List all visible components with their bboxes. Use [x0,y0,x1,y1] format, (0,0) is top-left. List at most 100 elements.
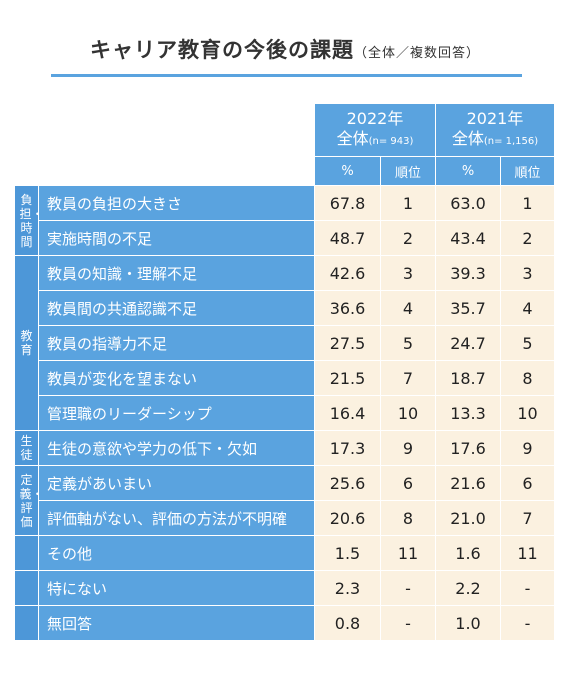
row-item-label: 評価軸がない、評価の方法が不明確 [38,500,315,536]
row-rank-2021: 5 [500,325,555,361]
row-pct-2022: 25.6 [314,465,381,501]
table-row: 教育 教員の知識・理解不足 42.6 3 39.3 3 [14,255,555,431]
table-body: 負担・時間 教員の負担の大きさ 67.8 1 63.0 1 実施時間の不足 48.7 2 43.4… [14,185,555,641]
row-rank-2022: - [380,605,436,641]
row-rank-2022: 9 [380,430,436,466]
row-rank-2022: 4 [380,290,436,326]
row-item-label: 教員が変化を望まない [38,360,315,396]
header-2021-n: (n= 1,156) [483,135,539,147]
table-row: 定義・評価 定義があいまい 25.6 6 21.6 6 [14,465,555,536]
table-row: 教員間の共通認識不足 36.6 4 35.7 4 [15,290,555,326]
row-rank-2022: 7 [380,360,436,396]
chart-title: キャリア教育の今後の課題（全体／複数回答） [0,34,570,64]
row-pct-2021: 13.3 [435,395,501,431]
table-row: 実施時間の不足 48.7 2 43.4 2 [15,220,555,256]
row-rank-2021: - [500,570,555,606]
row-pct-2021: 35.7 [435,290,501,326]
row-item-label: 教員間の共通認識不足 [38,290,315,326]
header-rank-2022: 順位 [380,156,436,186]
header-rank-2021: 順位 [500,156,555,186]
header-2021-sub: 全体 [451,128,484,148]
row-rank-2022: 2 [380,220,436,256]
table-row: 特にない 2.3-2.2- [14,570,555,606]
row-rank-2021: - [500,605,555,641]
group-label-text: 負担・時間 [19,192,44,249]
header-blank-2 [14,156,315,186]
row-rank-2022: 6 [380,465,436,501]
row-pct-2021: 39.3 [435,255,501,291]
row-item-label: その他 [38,535,315,571]
row-pct-2021: 18.7 [435,360,501,396]
row-pct-2022: 20.6 [314,500,381,536]
row-item-label: 管理職のリーダーシップ [38,395,315,431]
header-2022: 2022年 全体(n= 943) [314,103,436,157]
header-2022-n: (n= 943) [368,135,414,147]
row-rank-2021: 7 [500,500,555,536]
group-label-text: 定義・評価 [19,472,44,529]
table-row: 負担・時間 教員の負担の大きさ 67.8 1 63.0 1 [14,185,555,256]
row-pct-2021: 2.2 [435,570,501,606]
header-pct-2022: % [314,156,381,186]
table-row: 管理職のリーダーシップ 16.4 10 13.3 10 [15,395,555,431]
table-row: 教員の指導力不足 27.5 5 24.7 5 [15,325,555,361]
row-pct-2022: 42.6 [314,255,381,291]
row-pct-2022: 17.3 [314,430,381,466]
row-rank-2022: 11 [380,535,436,571]
row-rank-2022: 5 [380,325,436,361]
row-pct-2022: 27.5 [314,325,381,361]
row-rank-2021: 9 [500,430,555,466]
row-pct-2022: 36.6 [314,290,381,326]
row-pct-2021: 17.6 [435,430,501,466]
row-rank-2022: 3 [380,255,436,291]
group-label: 生徒 [14,430,39,466]
table-row: その他 1.5 11 1.6 11 [14,535,555,571]
header-pct-2021: % [435,156,501,186]
row-rank-2022: - [380,570,436,606]
group-label [14,570,39,606]
title-underline [51,74,522,77]
row-pct-2022: 48.7 [314,220,381,256]
row-rank-2021: 10 [500,395,555,431]
title-note: （全体／複数回答） [353,46,480,61]
row-pct-2021: 1.0 [435,605,501,641]
group-label: 負担・時間 [14,185,44,256]
row-item-label: 定義があいまい [38,465,315,501]
row-rank-2021: 4 [500,290,555,326]
header-2021-year: 2021年 [466,108,524,128]
row-pct-2022: 16.4 [314,395,381,431]
row-pct-2022: 21.5 [314,360,381,396]
group-label: 教育 [14,255,39,431]
row-rank-2021: 3 [500,255,555,291]
row-rank-2022: 8 [380,500,436,536]
row-item-label: 無回答 [38,605,315,641]
results-table: 2022年 全体(n= 943) 2021年 全体(n= 1,156) % 順位… [14,103,555,641]
header-2022-sub: 全体 [336,128,369,148]
row-pct-2022: 1.5 [314,535,381,571]
row-pct-2022: 67.8 [314,185,381,221]
header-2022-year: 2022年 [346,108,404,128]
row-item-label: 教員の指導力不足 [38,325,315,361]
header-2021: 2021年 全体(n= 1,156) [435,103,555,157]
table-row: 生徒 生徒の意欲や学力の低下・欠如 17.3 9 17.6 9 [14,430,555,466]
group-label-text: 教育 [20,329,33,357]
row-rank-2021: 2 [500,220,555,256]
table-row: 教員が変化を望まない 21.5 7 18.7 8 [15,360,555,396]
group-label: 定義・評価 [14,465,44,536]
row-rank-2022: 1 [380,185,436,221]
group-label [14,535,39,571]
header-blank [14,103,315,157]
row-item-label: 特にない [38,570,315,606]
row-pct-2022: 2.3 [314,570,381,606]
row-rank-2022: 10 [380,395,436,431]
row-pct-2021: 21.0 [435,500,501,536]
row-rank-2021: 8 [500,360,555,396]
group-label [14,605,39,641]
table-row: 無回答 0.8-1.0- [14,605,555,641]
row-item-label: 生徒の意欲や学力の低下・欠如 [38,430,315,466]
title-text: キャリア教育の今後の課題 [89,38,354,62]
group-label-text: 生徒 [20,434,33,462]
row-pct-2021: 24.7 [435,325,501,361]
row-rank-2021: 11 [500,535,555,571]
row-pct-2021: 43.4 [435,220,501,256]
row-item-label: 教員の負担の大きさ [38,185,315,221]
